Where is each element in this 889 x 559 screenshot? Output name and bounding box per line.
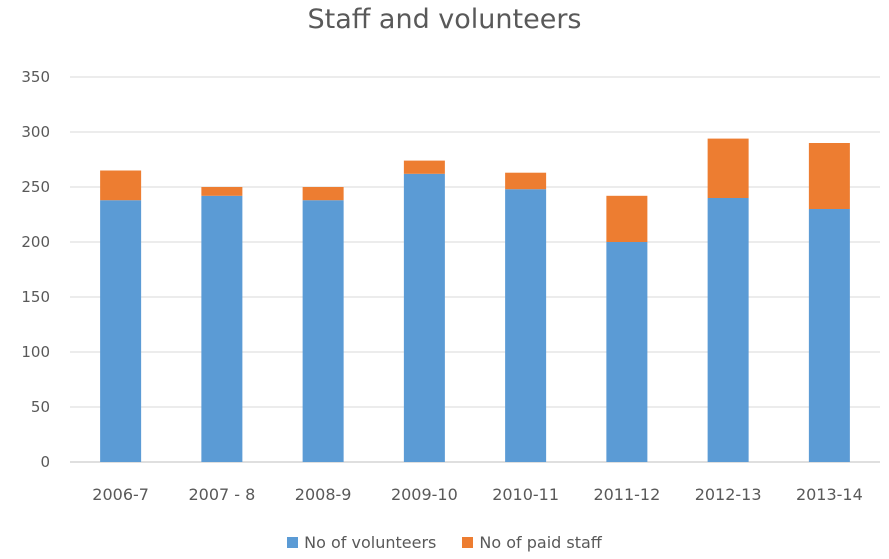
bar-volunteers [606, 242, 648, 462]
y-tick-label: 250 [21, 178, 50, 196]
y-tick-label: 350 [21, 68, 50, 86]
bar-paid-staff [100, 170, 142, 201]
stacked-bar-chart: 0 50 100 150 200 250 300 350 2006-7 2007 - 8 2008-… [21, 68, 880, 504]
bar-volunteers [201, 195, 243, 463]
bar-paid-staff [808, 143, 850, 209]
legend-label-paid-staff: No of paid staff [479, 533, 602, 552]
bar-paid-staff [403, 160, 445, 174]
x-tick-label: 2007 - 8 [188, 485, 255, 504]
y-tick-label: 0 [40, 453, 50, 471]
bar-paid-staff [201, 187, 243, 196]
y-tick-label: 200 [21, 233, 50, 251]
legend-swatch-volunteers [287, 537, 299, 548]
bar-volunteers [505, 189, 547, 462]
x-tick-label: 2012-13 [695, 485, 762, 504]
bar-paid-staff [707, 138, 749, 198]
x-tick-label: 2013-14 [796, 485, 863, 504]
bar-volunteers [100, 200, 142, 462]
legend-item-volunteers: No of volunteers [287, 533, 436, 552]
y-tick-label: 100 [21, 343, 50, 361]
x-tick-label: 2011-12 [593, 485, 660, 504]
bar-paid-staff [505, 172, 547, 190]
legend-label-volunteers: No of volunteers [304, 533, 437, 552]
x-tick-label: 2009-10 [391, 485, 458, 504]
x-tick-label: 2010-11 [492, 485, 559, 504]
chart-legend: No of volunteers No of paid staff [0, 533, 889, 552]
legend-swatch-paid-staff [462, 537, 474, 548]
bar-paid-staff [302, 187, 344, 201]
bar-volunteers [808, 209, 850, 462]
x-tick-label: 2006-7 [92, 485, 149, 504]
chart-title: Staff and volunteers [307, 4, 582, 35]
y-tick-label: 50 [31, 398, 50, 416]
legend-item-paid-staff: No of paid staff [462, 533, 602, 552]
y-tick-label: 150 [21, 288, 50, 306]
bar-paid-staff [606, 195, 648, 242]
x-tick-label: 2008-9 [295, 485, 352, 504]
bar-volunteers [403, 173, 445, 463]
bar-volunteers [707, 198, 749, 462]
bar-volunteers [302, 200, 344, 462]
y-tick-label: 300 [21, 123, 50, 141]
